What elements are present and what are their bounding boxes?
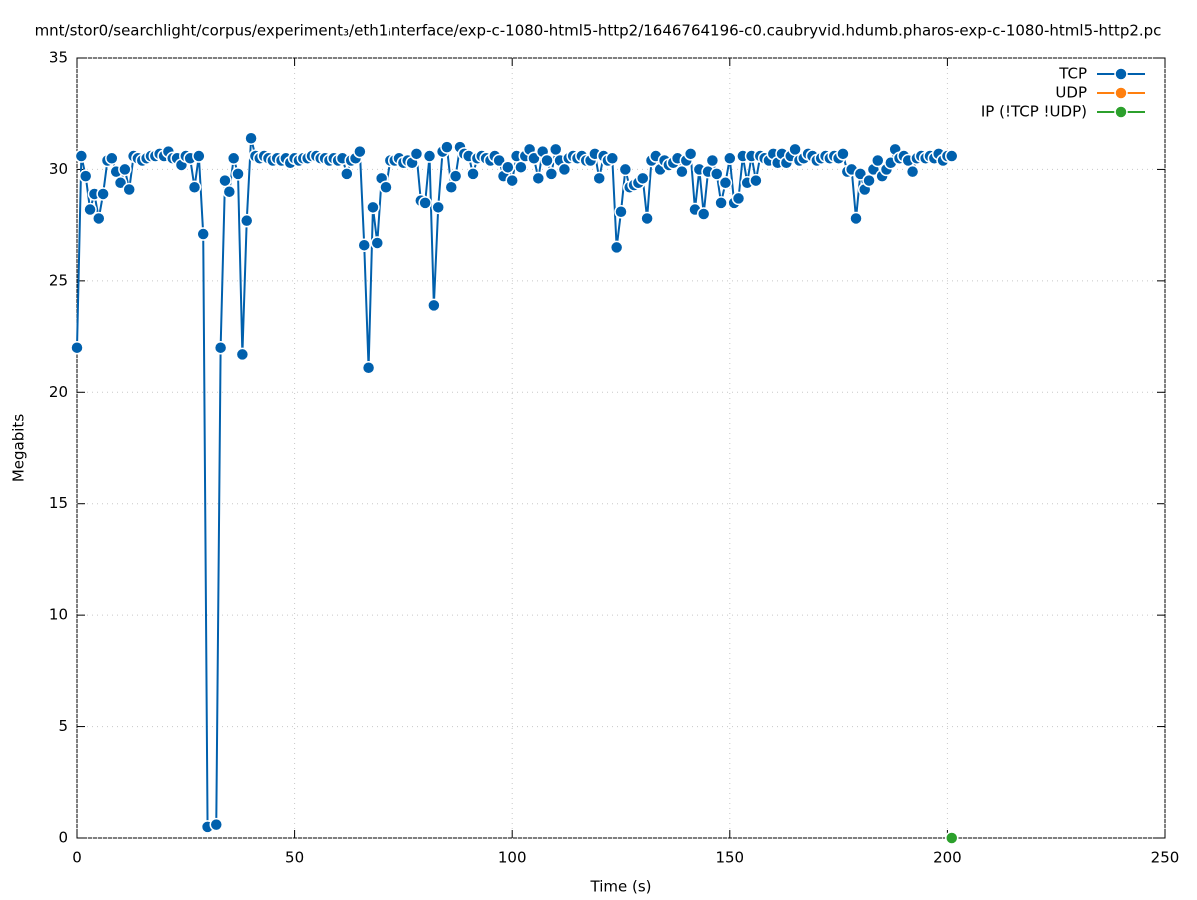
data-point [353, 144, 367, 159]
data-point [683, 147, 698, 161]
data-point [505, 173, 519, 188]
y-tick-label: 5 [58, 717, 68, 735]
data-point [945, 831, 959, 845]
data-point [636, 171, 650, 186]
y-tick-label: 35 [49, 49, 68, 67]
legend-label: UDP [1055, 84, 1087, 102]
y-tick-label: 15 [49, 494, 68, 512]
data-point [192, 149, 206, 163]
legend-label: IP (!TCP !UDP) [981, 103, 1087, 121]
y-tick-label: 25 [49, 271, 68, 289]
data-point [226, 151, 241, 166]
data-point [905, 164, 920, 179]
data-point [78, 169, 93, 183]
data-point [379, 180, 393, 195]
data-point [640, 211, 654, 226]
y-axis-label: Megabits [10, 414, 28, 482]
y-tick-label: 0 [58, 829, 68, 847]
data-point [557, 162, 572, 177]
data-point [836, 147, 850, 161]
x-axis-label: Time (s) [590, 878, 652, 896]
data-point [696, 207, 711, 221]
data-point [709, 167, 724, 181]
y-tick-label: 10 [49, 606, 68, 624]
x-tick-label: 0 [72, 849, 82, 867]
data-point [357, 238, 371, 252]
data-point [409, 147, 424, 161]
legend-marker [1114, 67, 1128, 81]
data-point [853, 167, 868, 181]
data-point [544, 167, 559, 181]
data-point [444, 180, 459, 195]
data-point [96, 187, 110, 201]
series-line [76, 137, 952, 829]
data-point [614, 205, 628, 219]
data-point [70, 340, 84, 355]
data-point [592, 171, 606, 186]
data-point [618, 162, 633, 177]
data-point [74, 149, 89, 163]
chart-title: mnt/stor0/searchlight/corpus/experiment₃… [35, 22, 1162, 40]
data-point [871, 153, 885, 168]
data-point [340, 167, 354, 181]
data-point [723, 151, 737, 166]
data-point [731, 191, 746, 206]
data-point [862, 173, 876, 188]
data-point [492, 153, 506, 168]
data-point [231, 167, 245, 181]
data-point [105, 151, 119, 166]
data-point [113, 176, 128, 190]
data-point [361, 361, 376, 375]
data-point [366, 200, 380, 215]
data-point [235, 347, 250, 362]
data-point [222, 184, 237, 199]
data-point [749, 173, 763, 188]
y-tick-label: 20 [49, 383, 68, 401]
data-point [548, 142, 563, 157]
data-point [466, 167, 480, 181]
x-tick-label: 100 [498, 849, 527, 867]
x-tick-label: 250 [1151, 849, 1180, 867]
data-point [244, 131, 258, 145]
data-point [187, 180, 202, 195]
data-point [440, 140, 454, 154]
data-point [122, 182, 136, 197]
data-point [527, 151, 541, 166]
data-point [209, 817, 224, 832]
data-point [118, 162, 132, 177]
data-point [501, 160, 515, 174]
data-point [531, 171, 546, 186]
data-point [213, 340, 228, 355]
x-tick-label: 200 [933, 849, 962, 867]
data-point [422, 149, 437, 163]
data-point [83, 202, 97, 217]
data-point [609, 240, 624, 255]
legend-marker [1114, 105, 1128, 119]
data-point [675, 164, 689, 179]
x-tick-label: 150 [715, 849, 744, 867]
data-point [239, 213, 254, 228]
data-point [431, 200, 445, 215]
data-point [705, 153, 720, 168]
legend-marker [1114, 86, 1128, 100]
x-tick-label: 50 [285, 849, 304, 867]
data-point [418, 196, 432, 210]
data-point [514, 160, 528, 174]
data-point [427, 298, 441, 313]
y-tick-label: 30 [49, 160, 68, 178]
data-point [945, 149, 959, 163]
data-point [540, 153, 554, 168]
data-point [92, 211, 106, 226]
data-point [218, 173, 232, 188]
data-point [849, 211, 863, 226]
data-point [714, 196, 728, 210]
data-point [370, 236, 385, 250]
data-point [196, 227, 210, 241]
data-point [448, 169, 463, 183]
data-point [718, 176, 733, 190]
legend-label: TCP [1058, 65, 1087, 83]
data-point [605, 151, 620, 166]
